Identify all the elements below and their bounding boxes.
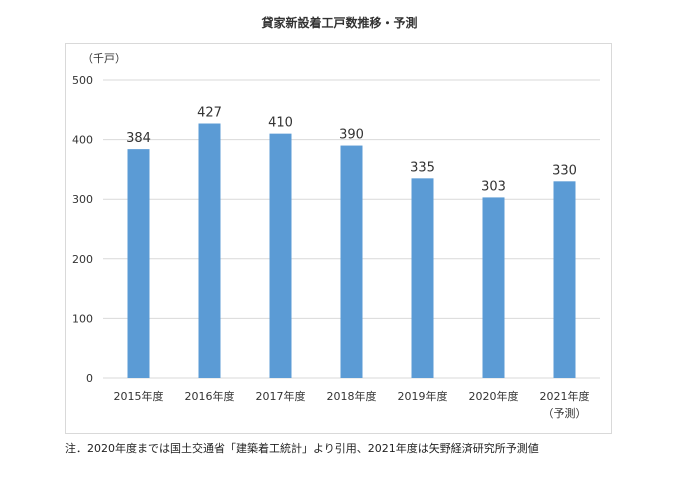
chart-frame (65, 43, 612, 434)
x-tick-label: 2017年度 (256, 389, 306, 403)
data-label: 384 (126, 131, 151, 146)
footnote: 注．2020年度までは国土交通省「建築着工統計」より引用、2021年度は矢野経済… (65, 442, 539, 455)
y-tick-label: 100 (72, 312, 93, 325)
bar-2021年度 (553, 181, 576, 378)
y-tick-label: 0 (86, 372, 93, 385)
bar-2020年度 (482, 197, 505, 378)
x-tick-label: 2019年度 (398, 389, 448, 403)
data-label: 303 (481, 179, 506, 194)
data-label: 390 (339, 128, 364, 143)
data-label: 335 (410, 160, 435, 175)
y-tick-label: 500 (72, 74, 93, 87)
bar-2015年度 (127, 149, 150, 378)
x-tick-sublabel: （予測） (543, 406, 587, 420)
y-axis-unit-label: （千戸） (82, 52, 126, 65)
bars (127, 123, 576, 379)
bar-2016年度 (198, 123, 221, 379)
x-tick-label: 2021年度 (540, 389, 590, 403)
x-axis-labels: 2015年度 2016年度 2017年度 2018年度 2019年度 2020年度 2021… (114, 389, 590, 420)
data-label: 410 (268, 116, 293, 131)
bar-2019年度 (411, 178, 434, 378)
data-label: 427 (197, 106, 222, 121)
y-tick-label: 200 (72, 253, 93, 266)
x-tick-label: 2016年度 (185, 389, 235, 403)
x-tick-label: 2020年度 (469, 389, 519, 403)
data-label: 330 (552, 163, 577, 178)
y-tick-label: 300 (72, 193, 93, 206)
chart-title: 貸家新設着工戸数推移・予測 (261, 16, 418, 30)
bar-2018年度 (340, 145, 363, 378)
y-axis-ticks: 0 100 200 300 400 500 (72, 74, 93, 385)
bar-2017年度 (269, 133, 292, 378)
x-tick-label: 2015年度 (114, 389, 164, 403)
data-labels: 384 427 410 390 335 303 330 (126, 106, 577, 195)
x-tick-label: 2018年度 (327, 389, 377, 403)
y-tick-label: 400 (72, 134, 93, 147)
